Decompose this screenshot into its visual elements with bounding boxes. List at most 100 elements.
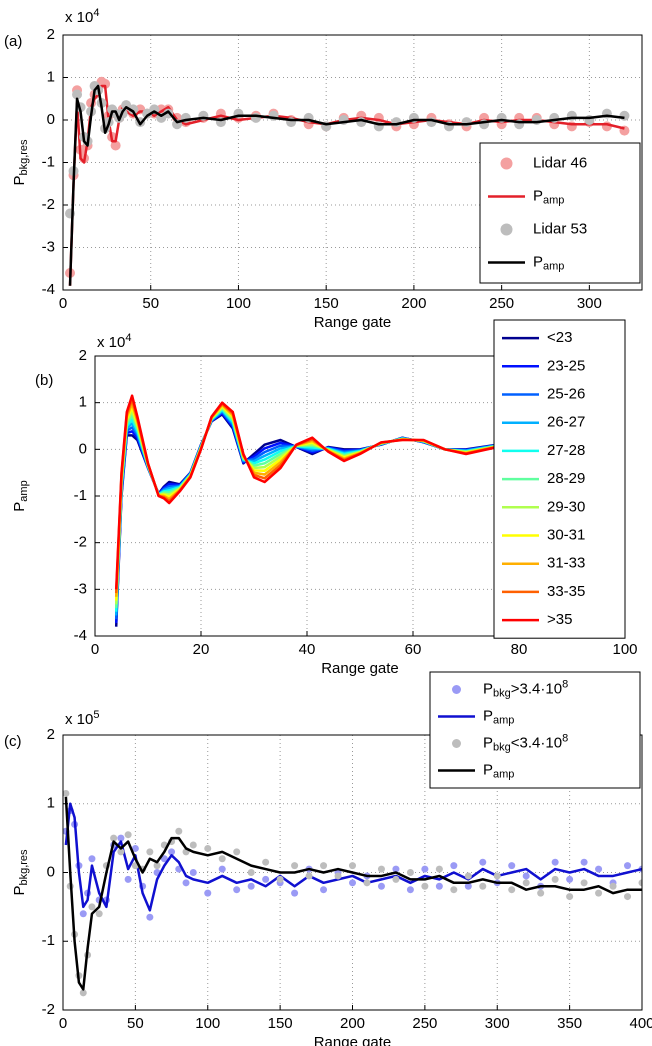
data-point: [160, 855, 168, 863]
text-part: bkg,res: [18, 849, 30, 886]
data-point: [262, 858, 270, 866]
legend-label: 28-29: [547, 470, 585, 487]
data-point: [110, 834, 118, 842]
text-part: P: [483, 734, 493, 751]
legend-label: 31-33: [547, 555, 585, 572]
x-tick-label: 300: [577, 295, 602, 312]
text-part: <3.4·10: [511, 734, 562, 751]
y-axis-label: Pbkg,res: [11, 139, 30, 186]
data-point: [531, 115, 542, 125]
legend-label: Lidar 53: [533, 220, 587, 237]
legend-label: Pamp: [533, 253, 564, 272]
text-part: P: [11, 502, 28, 512]
data-line: [64, 802, 642, 912]
multiplier-exponent: 5: [93, 709, 99, 721]
y-tick-label: -3: [42, 238, 55, 255]
multiplier-base: x 10: [65, 9, 93, 26]
data-point: [595, 889, 603, 897]
data-point: [218, 855, 226, 863]
data-point: [334, 872, 342, 880]
data-point: [291, 862, 299, 870]
y-tick-label: 0: [47, 111, 55, 128]
y-axis-label: Pamp: [11, 480, 30, 511]
legend-label: Lidar 46: [533, 154, 587, 171]
data-point: [63, 789, 70, 797]
legend-marker: [500, 157, 513, 170]
data-line: [68, 84, 625, 286]
axis-multiplier: x 104: [97, 332, 131, 351]
legend-marker: [452, 685, 461, 694]
data-point: [146, 848, 154, 856]
y-tick-label: -1: [74, 487, 87, 504]
x-tick-label: 250: [489, 295, 514, 312]
x-tick-label: 40: [299, 641, 316, 658]
text-part: P: [483, 707, 493, 724]
data-point: [88, 903, 96, 911]
multiplier-base: x 10: [65, 711, 93, 728]
data-point: [522, 879, 530, 887]
data-point: [124, 831, 132, 839]
text-part: amp: [543, 194, 564, 206]
data-point: [551, 858, 559, 866]
y-tick-label: 0: [79, 440, 87, 457]
x-tick-label: 250: [412, 1015, 437, 1032]
y-tick-label: 1: [79, 394, 87, 411]
data-point: [638, 879, 642, 887]
x-tick-label: 300: [485, 1015, 510, 1032]
text-part: amp: [493, 714, 514, 726]
data-point: [450, 886, 458, 894]
text-part: bkg: [493, 741, 511, 753]
text-part: P: [533, 187, 543, 204]
text-part: P: [11, 886, 28, 896]
data-line: [64, 796, 642, 991]
data-point: [146, 913, 154, 921]
text-part: P: [483, 680, 493, 697]
axes-box: [62, 34, 643, 291]
data-point: [189, 841, 197, 849]
x-tick-label: 400: [629, 1015, 652, 1032]
data-point: [182, 879, 190, 887]
data-point: [117, 848, 125, 856]
data-point: [79, 910, 87, 918]
y-tick-label: -2: [74, 534, 87, 551]
x-tick-label: 60: [405, 641, 422, 658]
axis-multiplier: x 105: [65, 709, 99, 728]
legend-marker: [500, 223, 513, 236]
y-tick-label: -1: [42, 153, 55, 170]
y-tick-label: -4: [74, 627, 87, 644]
data-point: [479, 858, 487, 866]
data-point: [421, 882, 429, 890]
text-part: 8: [562, 732, 568, 744]
x-tick-label: 150: [268, 1015, 293, 1032]
data-point: [117, 834, 125, 842]
data-point: [320, 862, 328, 870]
text-part: P: [483, 761, 493, 778]
text-part: >3.4·10: [511, 680, 562, 697]
data-point: [406, 869, 414, 876]
data-point: [508, 862, 516, 870]
data-point: [320, 886, 328, 894]
data-point: [168, 848, 176, 856]
data-point: [464, 882, 472, 890]
x-tick-label: 200: [401, 295, 426, 312]
data-point: [392, 865, 400, 873]
data-point: [110, 140, 121, 151]
data-point: [461, 117, 472, 128]
plot-data: [114, 394, 520, 627]
data-point: [450, 862, 458, 870]
y-tick-label: -2: [42, 196, 55, 213]
multiplier-exponent: 4: [125, 332, 131, 344]
legend-label: 25-26: [547, 385, 585, 402]
panel-label: (a): [4, 33, 22, 50]
data-point: [464, 872, 472, 880]
legend-label: Pamp: [483, 761, 514, 780]
legend-label: >35: [547, 611, 572, 628]
data-point: [363, 879, 371, 887]
data-point: [595, 865, 603, 873]
data-point: [204, 844, 212, 852]
legend-label: 29-30: [547, 498, 585, 515]
data-point: [435, 882, 443, 890]
data-point: [204, 889, 212, 897]
